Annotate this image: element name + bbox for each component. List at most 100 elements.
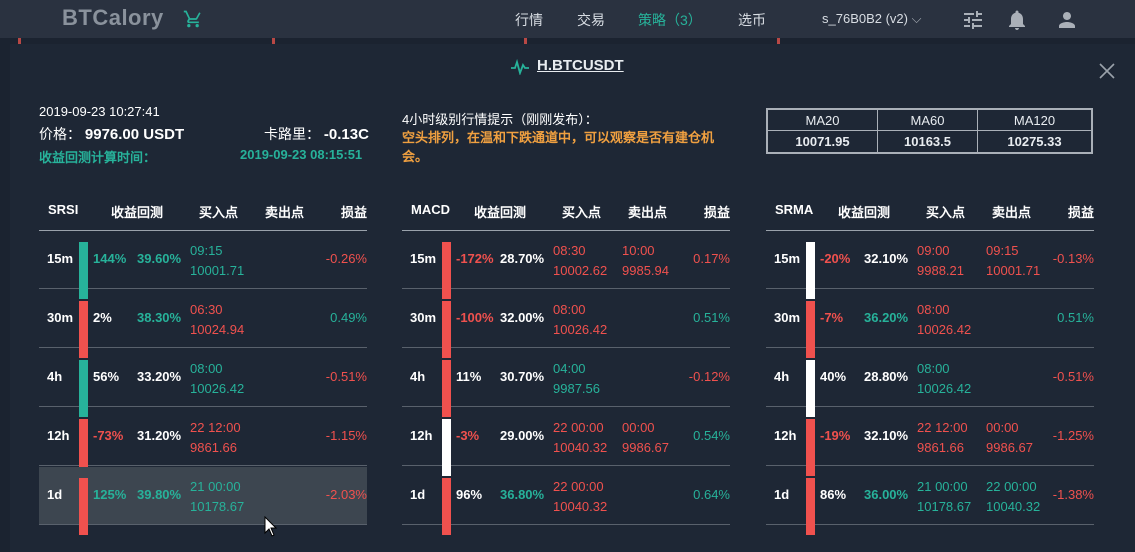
table-row[interactable]: 12h -3% 29.00% 22 00:00 10040.32 00:00 9986.67…: [402, 408, 730, 476]
buy-price: 10002.62: [553, 263, 608, 278]
buy-point: 06:30 10024.94: [190, 300, 244, 340]
signal-percent: -7%: [820, 310, 844, 325]
profit-loss: 0.49%: [330, 310, 367, 325]
buy-point: 08:00 10026.42: [917, 359, 971, 399]
timeframe: 4h: [774, 369, 790, 384]
buy-point: 22 12:00 9861.66: [190, 418, 241, 458]
nav-strategy[interactable]: 策略（3）: [638, 12, 702, 28]
nav-coin-select[interactable]: 选币: [738, 12, 766, 28]
price-label: 价格：: [39, 126, 81, 142]
backtest-return: 32.00%: [500, 310, 545, 325]
sell-time: 00:00: [622, 420, 655, 435]
cart-icon[interactable]: [182, 9, 204, 29]
backtest-return: 29.00%: [500, 428, 545, 443]
chevron-down-icon: ⌵: [911, 11, 922, 26]
buy-price: 10026.42: [553, 322, 608, 337]
table-row[interactable]: 4h 40% 28.80% 08:00 10026.42 -0.51%: [766, 349, 1094, 417]
timeframe: 30m: [774, 310, 801, 325]
profit-loss: -1.38%: [1052, 487, 1094, 502]
table-row[interactable]: 4h 11% 30.70% 04:00 9987.56 -0.12%: [402, 349, 730, 417]
table-row[interactable]: 15m -20% 32.10% 09:00 9988.21 09:15 10001.71 -0…: [766, 231, 1094, 299]
profit-loss: -2.03%: [325, 487, 367, 502]
table-row[interactable]: 30m -7% 36.20% 08:00 10026.42 0.51%: [766, 290, 1094, 358]
signal-bar: [442, 301, 451, 358]
buy-point: 22 12:00 9861.66: [917, 418, 968, 458]
signal-percent: -100%: [456, 310, 494, 325]
signal-percent: -20%: [820, 251, 851, 266]
profit-loss: -0.13%: [1052, 251, 1094, 266]
backtest-return: 28.70%: [500, 251, 545, 266]
signal-bar: [79, 360, 88, 417]
column-header: 买入点: [562, 205, 602, 220]
modal-title[interactable]: H.BTCUSDT: [537, 57, 624, 74]
signal-percent: -19%: [820, 428, 851, 443]
backtest-return: 36.20%: [864, 310, 909, 325]
table-row[interactable]: 15m 144% 39.60% 09:15 10001.71 -0.26%: [39, 231, 367, 299]
signal-bar: [79, 478, 88, 535]
nav-trade[interactable]: 交易: [577, 12, 605, 28]
backtest-return: 31.20%: [137, 428, 182, 443]
hint-text: 空头排列，在温和下跌通道中，可以观察是否有建仓机会。: [402, 130, 715, 164]
ma-header: MA60: [878, 110, 978, 131]
buy-time: 09:00: [917, 243, 950, 258]
top-bar: BTCalory 行情 交易 策略（3） 选币 s_76B0B2 (v2) ⌵: [0, 0, 1135, 38]
buy-price: 10040.32: [553, 499, 608, 514]
buy-price: 10026.42: [190, 381, 245, 396]
close-icon[interactable]: [1098, 62, 1116, 80]
table-row[interactable]: 15m -172% 28.70% 08:30 10002.62 10:00 9985.94 0…: [402, 231, 730, 299]
table-row[interactable]: 1d 96% 36.80% 22 00:00 10040.32 0.64%: [402, 467, 730, 535]
table-row[interactable]: 1d 125% 39.80% 21 00:00 10178.67 -2.03%: [39, 467, 367, 535]
bell-icon[interactable]: [1005, 8, 1029, 32]
buy-point: 22 00:00 10040.32: [553, 477, 607, 517]
sell-price: 9986.67: [622, 440, 669, 455]
buy-time: 08:00: [553, 302, 586, 317]
sell-time: 10:00: [622, 243, 655, 258]
column-header: 收益回测: [838, 205, 891, 220]
signal-percent: -73%: [93, 428, 124, 443]
table-row[interactable]: 12h -73% 31.20% 22 12:00 9861.66 -1.15%: [39, 408, 367, 476]
column-header: 买入点: [926, 205, 966, 220]
timeframe: 12h: [774, 428, 797, 443]
signal-bar: [442, 419, 451, 476]
backtest-return: 33.20%: [137, 369, 182, 384]
nav-market[interactable]: 行情: [515, 12, 543, 28]
timeframe: 15m: [410, 251, 437, 266]
column-header: 买入点: [199, 205, 239, 220]
bg-tick: [524, 38, 527, 44]
buy-price: 10178.67: [917, 499, 972, 514]
buy-time: 04:00: [553, 361, 586, 376]
table-row[interactable]: 30m -100% 32.00% 08:00 10026.42 0.51%: [402, 290, 730, 358]
sell-price: 9985.94: [622, 263, 669, 278]
user-menu[interactable]: s_76B0B2 (v2) ⌵: [822, 11, 921, 27]
backtest-return: 39.60%: [137, 251, 182, 266]
timeframe: 4h: [47, 369, 63, 384]
timeframe: 4h: [410, 369, 426, 384]
table-row[interactable]: 1d 86% 36.00% 21 00:00 10178.67 22 00:00 10040…: [766, 467, 1094, 535]
signal-percent: 40%: [820, 369, 847, 384]
backtest-return: 39.80%: [137, 487, 182, 502]
logo[interactable]: BTCalory: [62, 5, 164, 30]
signal-bar: [806, 242, 815, 299]
signal-percent: 86%: [820, 487, 847, 502]
column-header: 卖出点: [265, 205, 305, 220]
buy-time: 08:30: [553, 243, 586, 258]
account-icon[interactable]: [1055, 8, 1079, 32]
table-row[interactable]: 12h -19% 32.10% 22 12:00 9861.66 00:00 9986.67…: [766, 408, 1094, 476]
buy-time: 21 00:00: [190, 479, 241, 494]
backtest-return: 32.10%: [864, 428, 909, 443]
table-row[interactable]: 4h 56% 33.20% 08:00 10026.42 -0.51%: [39, 349, 367, 417]
column-header: 卖出点: [628, 205, 668, 220]
signal-percent: -172%: [456, 251, 494, 266]
timeframe: 30m: [47, 310, 74, 325]
profit-loss: 0.17%: [693, 251, 730, 266]
pulse-icon: [511, 59, 529, 75]
buy-point: 21 00:00 10178.67: [917, 477, 971, 517]
backtest-return: 38.30%: [137, 310, 182, 325]
tune-icon[interactable]: [961, 8, 985, 32]
backtest-return: 36.80%: [500, 487, 545, 502]
table-row[interactable]: 30m 2% 38.30% 06:30 10024.94 0.49%: [39, 290, 367, 358]
bg-tick: [272, 38, 275, 44]
profit-loss: -0.51%: [1052, 369, 1094, 384]
signal-percent: 2%: [93, 310, 112, 325]
signal-bar: [442, 478, 451, 535]
